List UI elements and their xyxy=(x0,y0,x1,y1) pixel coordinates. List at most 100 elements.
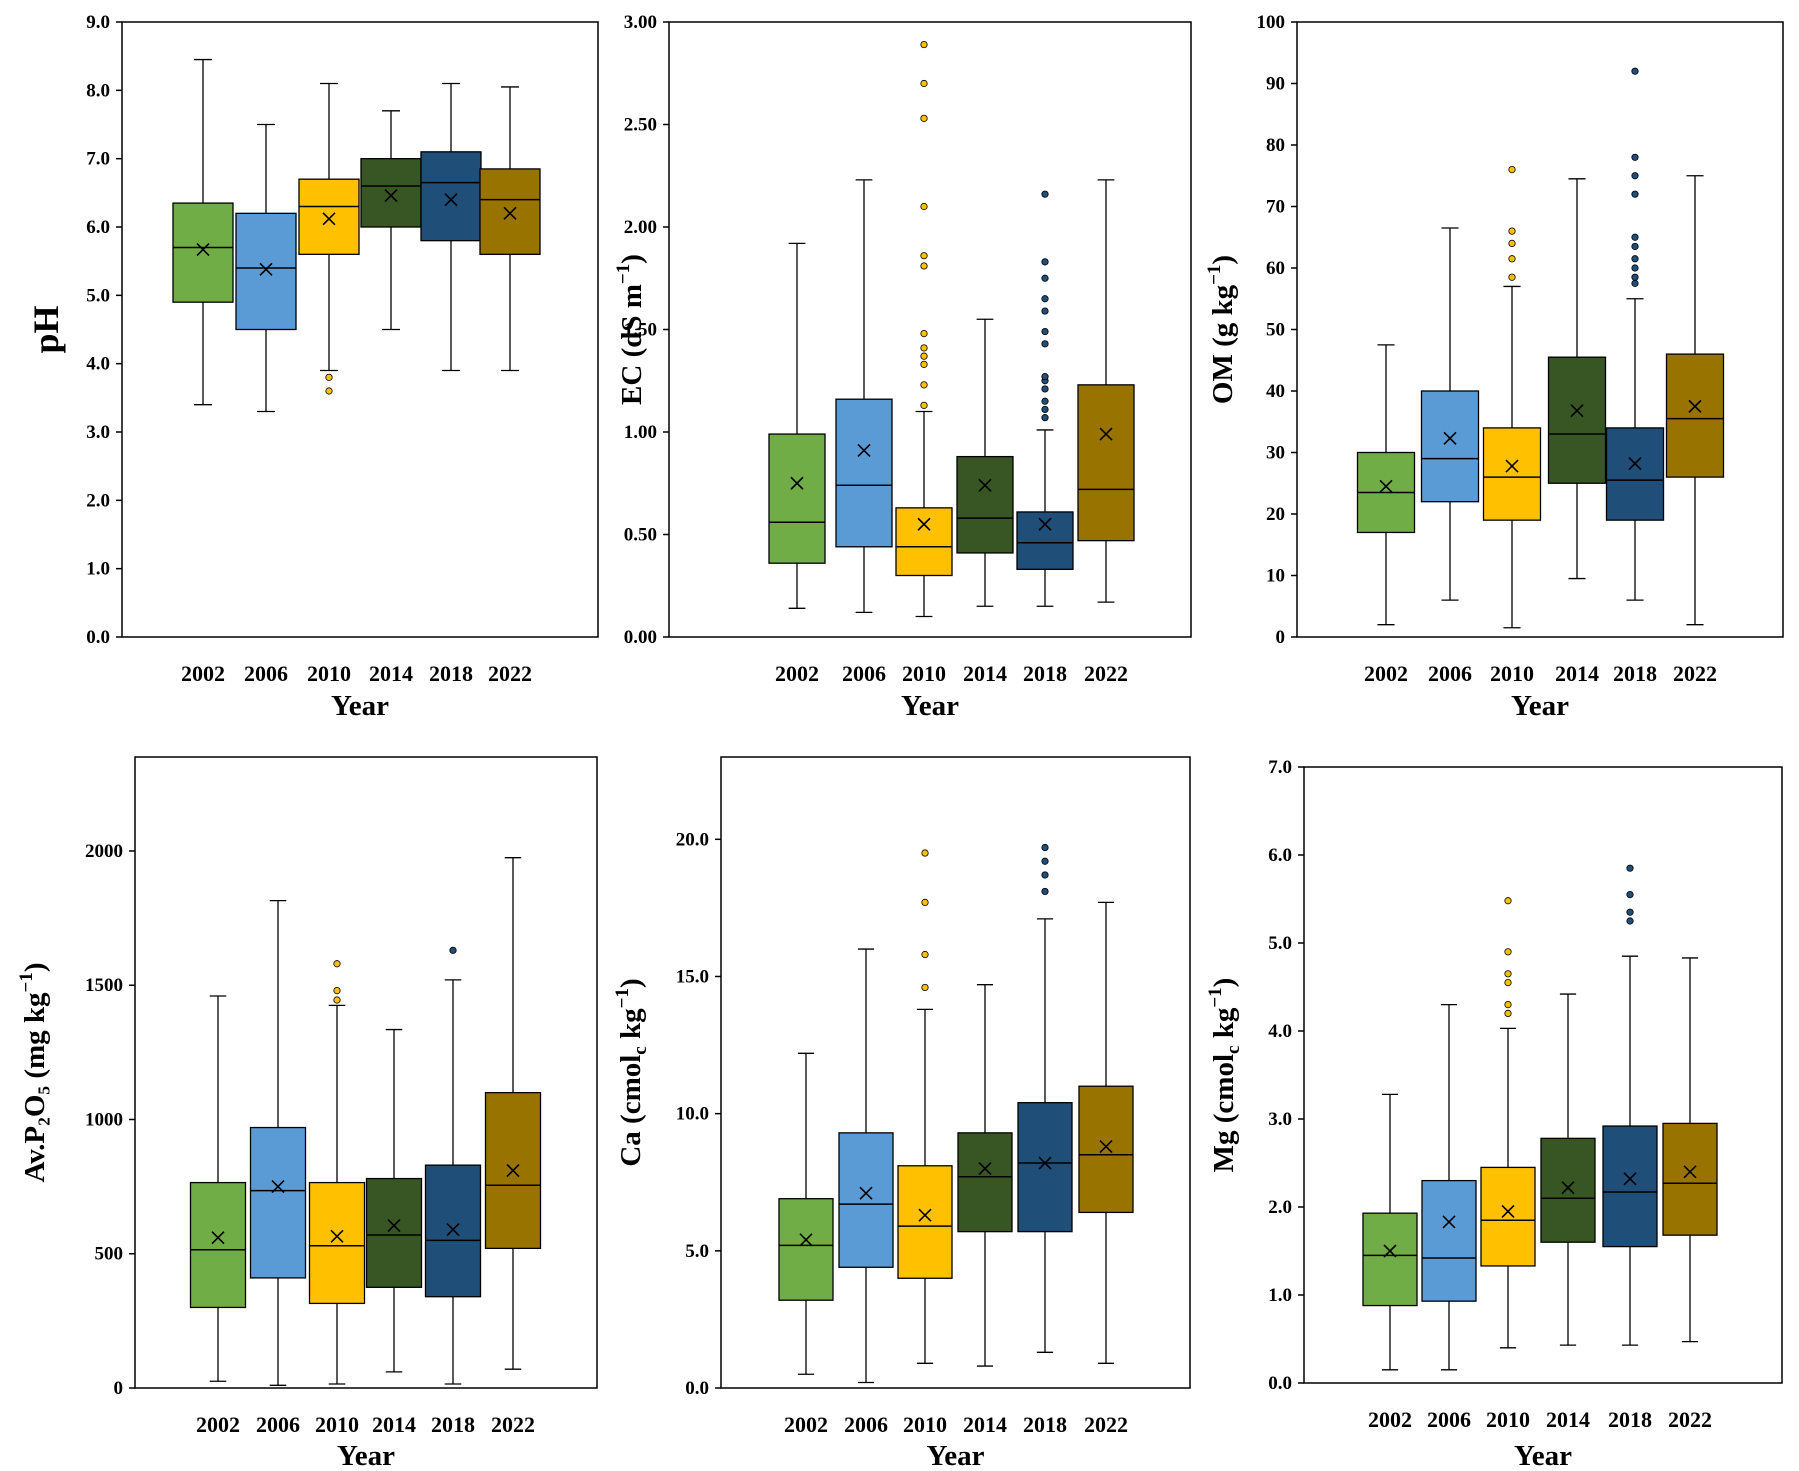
x-tick-label: 2006 xyxy=(844,1412,888,1437)
outlier-point xyxy=(920,329,928,338)
x-tick-label: 2022 xyxy=(1084,1412,1128,1437)
box-iqr xyxy=(1017,1102,1073,1233)
box-2010 xyxy=(1482,166,1542,629)
mean-marker xyxy=(1038,1156,1052,1170)
outlier-point xyxy=(1041,327,1049,336)
y-tick-label: 100 xyxy=(1257,12,1286,33)
outlier-point xyxy=(921,898,929,907)
y-tick-label: 0.0 xyxy=(86,627,110,648)
mean-marker xyxy=(978,1161,992,1176)
box-2006 xyxy=(249,900,307,1386)
box-iqr xyxy=(838,1132,894,1268)
y-tick-label: 3.00 xyxy=(624,12,657,33)
y-tick-label: 0.0 xyxy=(685,1378,709,1399)
box-iqr xyxy=(172,202,234,303)
box-iqr xyxy=(957,1132,1013,1233)
outlier-point xyxy=(1631,255,1639,263)
outlier-point xyxy=(1626,908,1634,916)
mean-marker xyxy=(917,517,931,531)
mean-marker xyxy=(196,242,210,257)
y-tick-label: 2.50 xyxy=(624,115,657,136)
y-axis-label: Av.P₂O₅ (mg kg−1) xyxy=(16,962,51,1182)
mean-marker xyxy=(1501,1204,1515,1218)
mean-marker xyxy=(1570,404,1584,418)
y-tick-label: 2.00 xyxy=(624,217,657,238)
y-tick-label: 10 xyxy=(1266,566,1285,587)
x-tick-label: 2010 xyxy=(902,661,946,686)
outlier-point xyxy=(1631,242,1639,251)
outlier-point xyxy=(1508,166,1516,174)
y-tick-label: 70 xyxy=(1266,197,1285,218)
box-iqr xyxy=(424,1164,482,1298)
box-iqr xyxy=(249,1126,307,1279)
y-tick-label: 20 xyxy=(1266,504,1285,525)
box-2022 xyxy=(1662,957,1718,1343)
x-tick-label: 2022 xyxy=(1673,661,1717,686)
mean-marker xyxy=(799,1233,813,1247)
outlier-point xyxy=(920,40,928,49)
outlier-point xyxy=(1041,295,1049,303)
chart-panel-p2o5: 0 500 1000 1500 2000 2002 2006 2010 2014 2018 2022… xyxy=(16,756,598,1471)
outlier-point xyxy=(1508,227,1516,235)
y-tick-label: 1.0 xyxy=(86,559,110,580)
x-tick-label: 2010 xyxy=(1490,661,1534,686)
box-2006 xyxy=(235,123,297,413)
x-tick-label: 2002 xyxy=(196,1412,240,1437)
mean-marker xyxy=(978,478,992,492)
x-tick-label: 2018 xyxy=(429,661,473,686)
x-tick-label: 2022 xyxy=(491,1412,535,1437)
outlier-point xyxy=(325,387,333,395)
y-tick-label: 5.0 xyxy=(685,1241,709,1262)
outlier-point xyxy=(920,360,928,368)
y-tick-label: 10.0 xyxy=(676,1104,709,1125)
y-tick-label: 15.0 xyxy=(676,966,709,987)
box-iqr xyxy=(1605,427,1665,521)
outlier-point xyxy=(1631,172,1639,180)
outlier-point xyxy=(1041,871,1049,879)
x-tick-label: 2022 xyxy=(488,661,532,686)
x-tick-label: 2002 xyxy=(784,1412,828,1437)
box-iqr xyxy=(1540,1137,1596,1243)
outlier-point xyxy=(1504,970,1512,978)
y-axis-label: OM (g kg−1) xyxy=(1204,255,1239,404)
outlier-point xyxy=(333,960,341,968)
x-tick-label: 2014 xyxy=(963,661,1007,686)
y-tick-label: 0 xyxy=(1276,627,1286,648)
outlier-point xyxy=(1631,67,1639,75)
box-2002 xyxy=(768,242,826,609)
x-tick-label: 2010 xyxy=(315,1412,359,1437)
box-2018 xyxy=(1602,864,1658,1346)
outlier-point xyxy=(1626,864,1634,872)
plot-frame xyxy=(121,21,599,638)
outlier-point xyxy=(1631,233,1639,241)
box-2022 xyxy=(479,86,541,372)
mean-marker xyxy=(1628,457,1642,471)
outlier-point xyxy=(920,262,928,270)
y-tick-label: 50 xyxy=(1266,320,1285,341)
box-iqr xyxy=(308,1181,366,1305)
box-iqr xyxy=(360,158,422,228)
outlier-point xyxy=(1508,255,1516,263)
x-tick-label: 2014 xyxy=(1546,1407,1590,1432)
mean-marker xyxy=(790,476,804,490)
x-tick-label: 2018 xyxy=(431,1412,475,1437)
x-tick-label: 2014 xyxy=(1555,661,1599,686)
y-tick-label: 0 xyxy=(114,1378,124,1399)
y-tick-label: 4.0 xyxy=(86,354,110,375)
box-2006 xyxy=(1421,1003,1477,1371)
y-tick-label: 1.0 xyxy=(1268,1285,1292,1306)
x-axis-label: Year xyxy=(927,1440,985,1471)
chart-panel-ca: 0.0 5.0 10.0 15.0 20.0 2002 2006 2010 2014 2018 20… xyxy=(612,756,1191,1471)
mean-marker xyxy=(446,1223,460,1237)
outlier-point xyxy=(921,950,929,959)
outlier-point xyxy=(1508,273,1516,281)
box-iqr xyxy=(1016,511,1074,571)
mean-marker xyxy=(322,212,336,226)
outlier-point xyxy=(1626,917,1634,925)
outlier-point xyxy=(920,252,928,260)
y-tick-label: 0.0 xyxy=(1268,1373,1292,1394)
box-iqr xyxy=(1480,1166,1536,1267)
plot-frame xyxy=(1296,21,1784,638)
x-tick-label: 2006 xyxy=(1428,661,1472,686)
